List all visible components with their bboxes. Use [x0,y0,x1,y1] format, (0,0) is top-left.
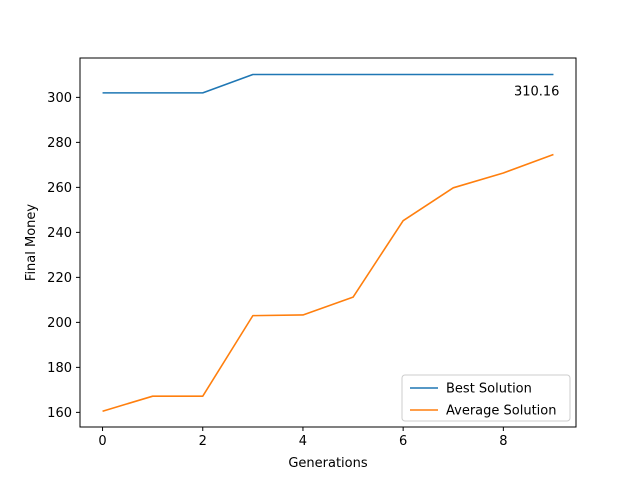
y-tick-label: 300 [47,91,72,106]
y-tick-label: 260 [47,181,72,196]
y-tick-label: 200 [47,316,72,331]
series-line-best-solution [102,73,554,94]
y-tick-label: 180 [47,361,72,376]
x-tick-label: 0 [98,434,106,449]
x-tick-label: 2 [199,434,207,449]
x-tick-label: 4 [299,434,307,449]
series-layer [102,73,554,413]
plot-frame [79,57,577,428]
legend-entry-label: Best Solution [446,382,532,397]
series-line-average-solution [102,153,554,413]
legend-box [401,374,571,422]
x-axis-ticks: 0 2 4 6 8 [98,427,507,449]
y-tick-label: 280 [47,136,72,151]
annotation-layer: 310.16 [514,85,560,100]
y-axis-ticks: 160 180 200 220 240 260 280 300 [47,91,80,421]
legend: Best Solution Average Solution [401,374,571,422]
y-tick-label: 240 [47,226,72,241]
y-axis-label: Final Money [24,204,39,282]
value-annotation: 310.16 [514,85,560,100]
x-axis-label: Generations [288,456,368,471]
legend-entry-label: Average Solution [446,404,556,419]
y-tick-label: 160 [47,406,72,421]
x-tick-label: 8 [499,434,507,449]
x-tick-label: 6 [399,434,407,449]
y-tick-label: 220 [47,271,72,286]
